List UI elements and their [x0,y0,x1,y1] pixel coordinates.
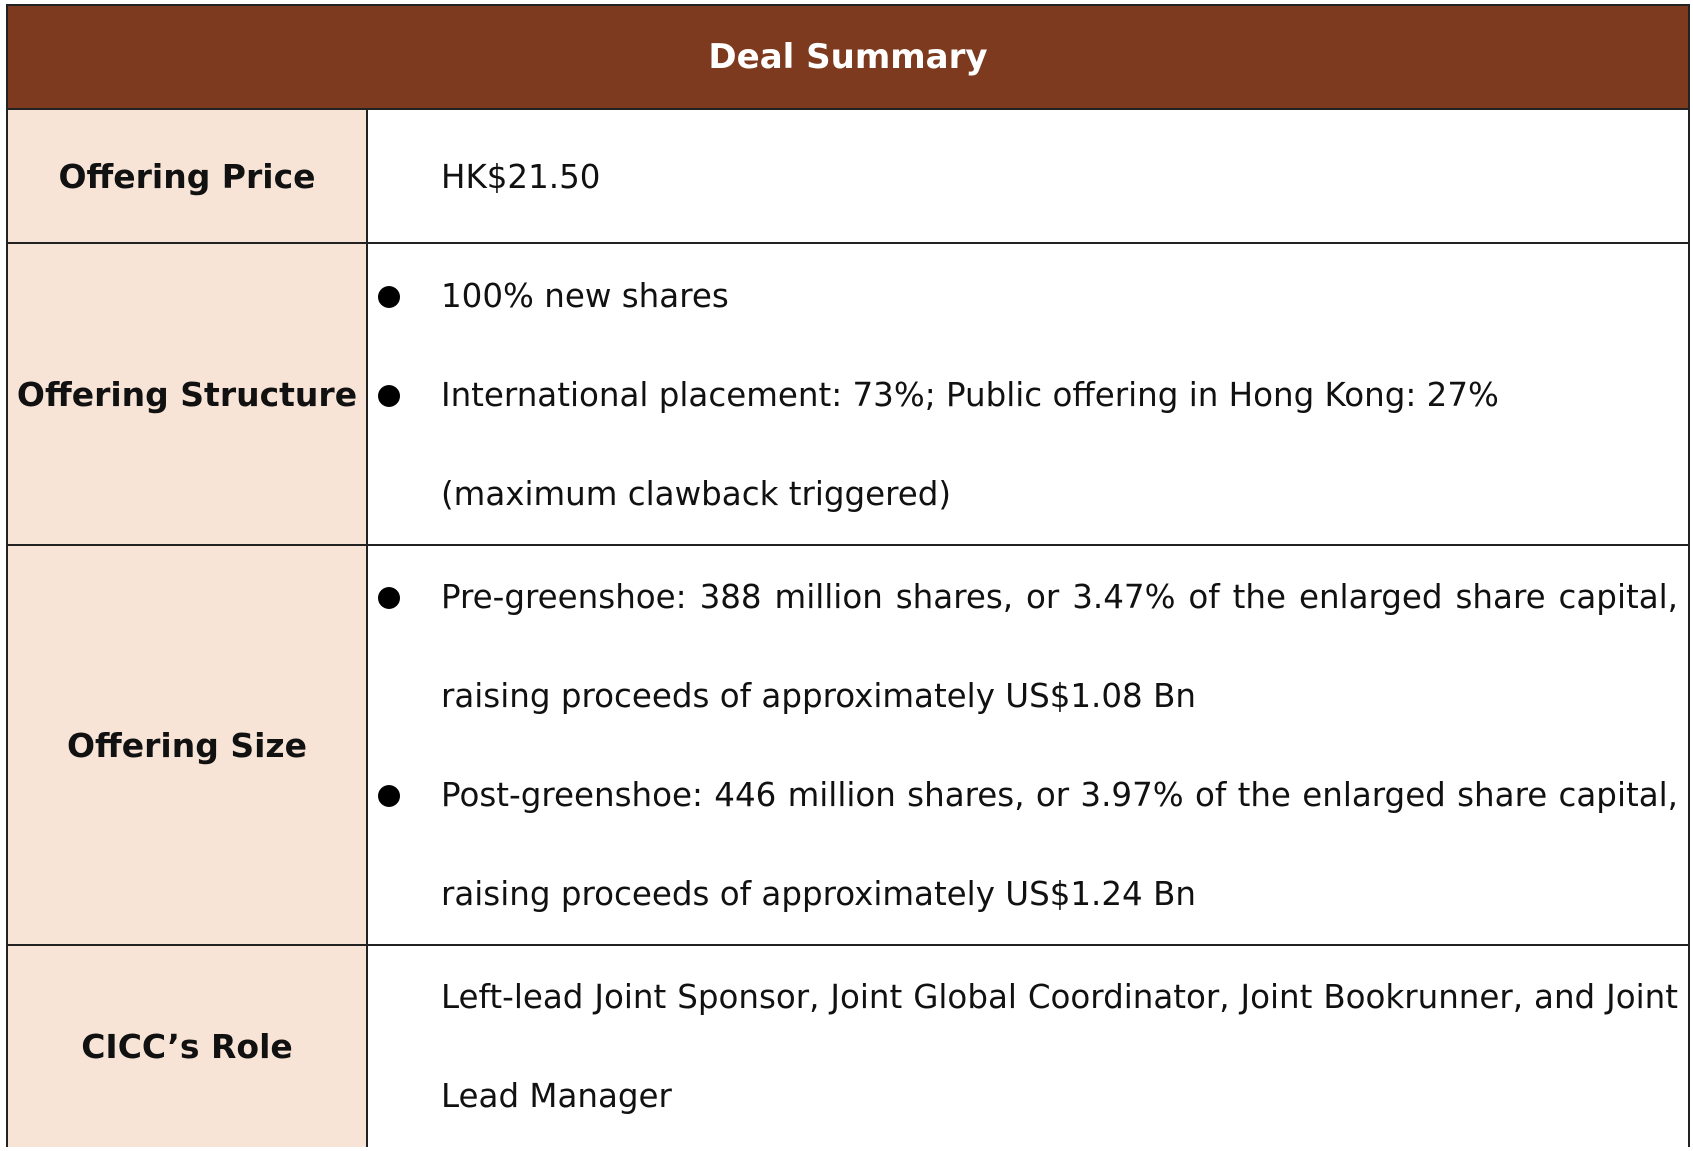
row-value: Left-lead Joint Sponsor, Joint Global Co… [368,946,1688,1147]
row-value: Pre-greenshoe: 388 million shares, or 3.… [368,546,1688,944]
deal-summary-table: Deal Summary Offering Price HK$21.50 Off… [6,4,1690,1147]
bullet-text: 100% new shares [441,277,729,315]
bullet-icon [378,286,400,308]
row-cicc-role: CICC’s Role Left-lead Joint Sponsor, Joi… [8,946,1688,1147]
table-title: Deal Summary [8,6,1688,110]
bullet-text: Pre-greenshoe: 388 million shares, or 3.… [441,578,1678,715]
value-text: Left-lead Joint Sponsor, Joint Global Co… [441,978,1678,1115]
row-value: HK$21.50 [368,110,1688,242]
bullet-icon [378,385,400,407]
row-label: CICC’s Role [8,946,368,1147]
row-offering-size: Offering Size Pre-greenshoe: 388 million… [8,546,1688,946]
bullet-text: Post-greenshoe: 446 million shares, or 3… [441,776,1678,913]
row-value: 100% new shares International placement:… [368,244,1688,544]
row-offering-price: Offering Price HK$21.50 [8,110,1688,244]
bullet-icon [378,785,400,807]
row-label: Offering Size [8,546,368,944]
value-text: HK$21.50 [441,158,601,196]
bullet-icon [378,587,400,609]
row-label: Offering Price [8,110,368,242]
row-label: Offering Structure [8,244,368,544]
row-offering-structure: Offering Structure 100% new shares Inter… [8,244,1688,546]
bullet-text: International placement: 73%; Public off… [441,376,1499,513]
